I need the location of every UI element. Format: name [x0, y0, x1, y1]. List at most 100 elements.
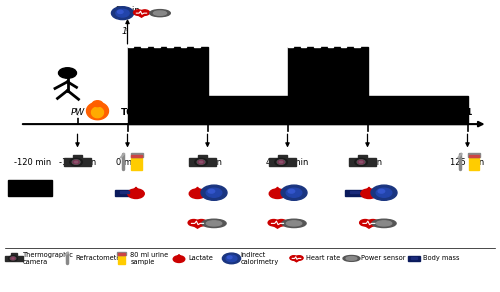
- Circle shape: [200, 161, 203, 163]
- Text: 20 min: 20 min: [193, 158, 222, 167]
- Circle shape: [280, 161, 283, 163]
- Text: Heart rate: Heart rate: [306, 256, 340, 261]
- Bar: [128, 47, 208, 124]
- Bar: [115, 190, 133, 196]
- Bar: [301, 20, 306, 47]
- Circle shape: [276, 220, 287, 226]
- Circle shape: [360, 161, 363, 163]
- Bar: [349, 158, 376, 166]
- Circle shape: [72, 160, 80, 164]
- Circle shape: [70, 158, 82, 166]
- Bar: [468, 153, 480, 157]
- Circle shape: [355, 158, 368, 166]
- Bar: [4, 256, 24, 261]
- Text: -120 min: -120 min: [59, 158, 96, 167]
- Polygon shape: [188, 223, 207, 228]
- Circle shape: [361, 189, 378, 199]
- Polygon shape: [134, 12, 150, 17]
- Circle shape: [189, 189, 206, 199]
- Bar: [328, 20, 333, 47]
- Polygon shape: [86, 102, 108, 120]
- Circle shape: [376, 188, 392, 197]
- Circle shape: [118, 10, 123, 13]
- Circle shape: [58, 68, 76, 78]
- Text: 42:30 min: 42:30 min: [266, 158, 308, 167]
- Bar: [131, 157, 142, 170]
- Bar: [118, 255, 125, 264]
- Text: T1: T1: [461, 108, 474, 117]
- Bar: [288, 47, 368, 124]
- Circle shape: [286, 188, 302, 197]
- Circle shape: [8, 256, 18, 261]
- Polygon shape: [268, 223, 287, 228]
- Circle shape: [357, 160, 365, 164]
- Circle shape: [290, 256, 298, 260]
- Ellipse shape: [286, 221, 302, 226]
- Text: 1: 1: [122, 27, 128, 36]
- Circle shape: [173, 256, 185, 263]
- Bar: [358, 155, 366, 158]
- Circle shape: [371, 185, 397, 200]
- Text: Lactate: Lactate: [188, 256, 213, 261]
- Bar: [130, 153, 142, 157]
- Ellipse shape: [206, 221, 222, 226]
- Bar: [120, 191, 128, 193]
- Bar: [198, 155, 206, 158]
- Text: th: th: [206, 107, 212, 112]
- Text: 10: 10: [274, 108, 285, 117]
- Text: st: st: [126, 27, 132, 32]
- Circle shape: [277, 160, 285, 164]
- Ellipse shape: [282, 219, 306, 227]
- Bar: [408, 256, 420, 261]
- Bar: [8, 180, 52, 196]
- Polygon shape: [175, 255, 183, 259]
- Circle shape: [140, 10, 149, 15]
- Circle shape: [197, 160, 205, 164]
- Bar: [341, 20, 346, 47]
- Text: th: th: [366, 107, 372, 112]
- Bar: [314, 20, 320, 47]
- Bar: [368, 96, 468, 124]
- Text: 2 min: 2 min: [116, 6, 140, 15]
- Circle shape: [278, 160, 284, 164]
- Polygon shape: [92, 107, 104, 118]
- Bar: [194, 20, 200, 47]
- Bar: [189, 158, 216, 166]
- Text: 15: 15: [354, 108, 365, 117]
- Circle shape: [195, 158, 207, 166]
- Text: Power sensor: Power sensor: [360, 256, 405, 261]
- Circle shape: [198, 160, 204, 164]
- Ellipse shape: [376, 221, 392, 226]
- Text: 80 ml urine
sample: 80 ml urine sample: [130, 252, 169, 265]
- Text: Body mass: Body mass: [423, 256, 460, 261]
- Ellipse shape: [150, 10, 171, 17]
- Text: Thermographic
camera: Thermographic camera: [23, 252, 74, 265]
- Bar: [64, 158, 91, 166]
- Bar: [469, 157, 479, 170]
- Bar: [74, 155, 82, 158]
- Text: Refractometer: Refractometer: [76, 256, 124, 261]
- Text: 5: 5: [199, 108, 205, 117]
- Polygon shape: [130, 187, 141, 194]
- Circle shape: [368, 220, 378, 226]
- Bar: [278, 155, 286, 158]
- Bar: [128, 20, 133, 47]
- Circle shape: [226, 255, 237, 262]
- Bar: [118, 253, 125, 255]
- Circle shape: [196, 220, 207, 226]
- Polygon shape: [360, 223, 378, 228]
- Bar: [345, 190, 363, 196]
- Bar: [350, 191, 358, 193]
- Circle shape: [10, 257, 16, 260]
- Circle shape: [12, 258, 14, 259]
- Bar: [469, 155, 479, 157]
- Circle shape: [112, 7, 134, 20]
- Text: -120 min: -120 min: [14, 158, 51, 167]
- Circle shape: [206, 188, 222, 197]
- Circle shape: [128, 189, 144, 199]
- Bar: [11, 253, 17, 256]
- Bar: [118, 252, 126, 255]
- Text: 0 min: 0 min: [116, 158, 140, 167]
- Ellipse shape: [372, 219, 396, 227]
- Circle shape: [116, 9, 129, 17]
